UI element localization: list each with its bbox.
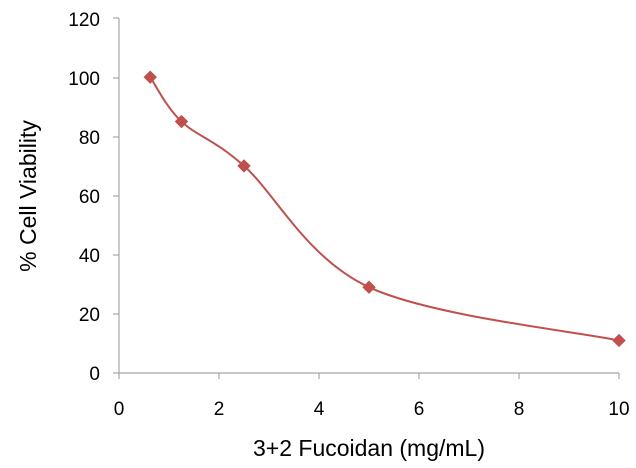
y-ticks: [113, 17, 119, 374]
y-tick-label: 40: [79, 246, 100, 267]
data-point-marker: [143, 70, 157, 84]
data-point-marker: [612, 333, 626, 348]
x-tick-label: 6: [414, 399, 425, 420]
x-tick-labels: 0 2 4 6 8 10: [114, 399, 630, 420]
x-axis-title: 3+2 Fucoidan (mg/mL): [253, 435, 485, 461]
x-ticks: [118, 373, 620, 379]
plot-area: [143, 70, 626, 348]
x-tick-label: 0: [114, 399, 125, 420]
data-point-marker: [174, 114, 189, 129]
y-tick-label: 20: [79, 305, 100, 326]
x-tick-label: 4: [314, 399, 325, 420]
x-tick-label: 10: [608, 399, 629, 420]
data-point-marker: [237, 159, 251, 173]
data-point-marker: [362, 280, 376, 294]
x-tick-label: 2: [214, 399, 225, 420]
y-tick-label: 60: [79, 187, 100, 208]
y-tick-label: 80: [79, 128, 100, 149]
y-axis-title: % Cell Viability: [15, 120, 41, 272]
y-tick-labels: 0 20 40 60 80 100 120: [68, 10, 100, 385]
y-tick-label: 120: [68, 10, 100, 31]
y-tick-label: 100: [68, 69, 100, 90]
series-line: [149, 76, 620, 342]
y-tick-label: 0: [89, 364, 100, 385]
x-tick-label: 8: [514, 399, 525, 420]
